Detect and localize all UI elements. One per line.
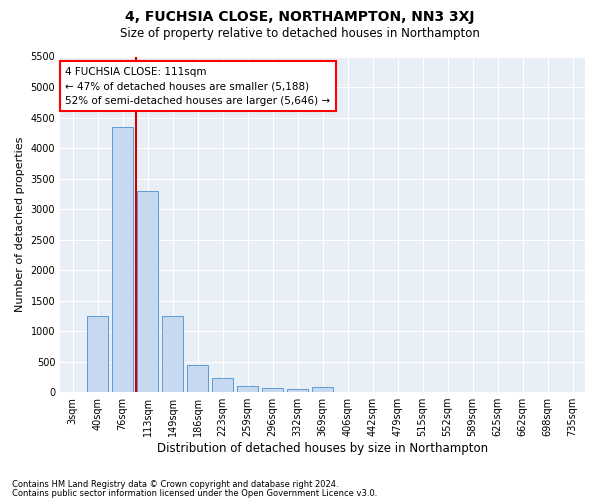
- Text: Size of property relative to detached houses in Northampton: Size of property relative to detached ho…: [120, 28, 480, 40]
- Text: 4 FUCHSIA CLOSE: 111sqm
← 47% of detached houses are smaller (5,188)
52% of semi: 4 FUCHSIA CLOSE: 111sqm ← 47% of detache…: [65, 66, 331, 106]
- Text: Contains public sector information licensed under the Open Government Licence v3: Contains public sector information licen…: [12, 488, 377, 498]
- Y-axis label: Number of detached properties: Number of detached properties: [15, 136, 25, 312]
- Bar: [187, 364, 208, 392]
- Bar: [87, 316, 108, 392]
- Bar: [237, 386, 258, 392]
- Bar: [112, 126, 133, 392]
- Bar: [162, 316, 183, 392]
- Bar: [212, 378, 233, 392]
- X-axis label: Distribution of detached houses by size in Northampton: Distribution of detached houses by size …: [157, 442, 488, 455]
- Text: 4, FUCHSIA CLOSE, NORTHAMPTON, NN3 3XJ: 4, FUCHSIA CLOSE, NORTHAMPTON, NN3 3XJ: [125, 10, 475, 24]
- Bar: [287, 389, 308, 392]
- Bar: [262, 388, 283, 392]
- Bar: [137, 190, 158, 392]
- Text: Contains HM Land Registry data © Crown copyright and database right 2024.: Contains HM Land Registry data © Crown c…: [12, 480, 338, 489]
- Bar: [312, 387, 333, 392]
